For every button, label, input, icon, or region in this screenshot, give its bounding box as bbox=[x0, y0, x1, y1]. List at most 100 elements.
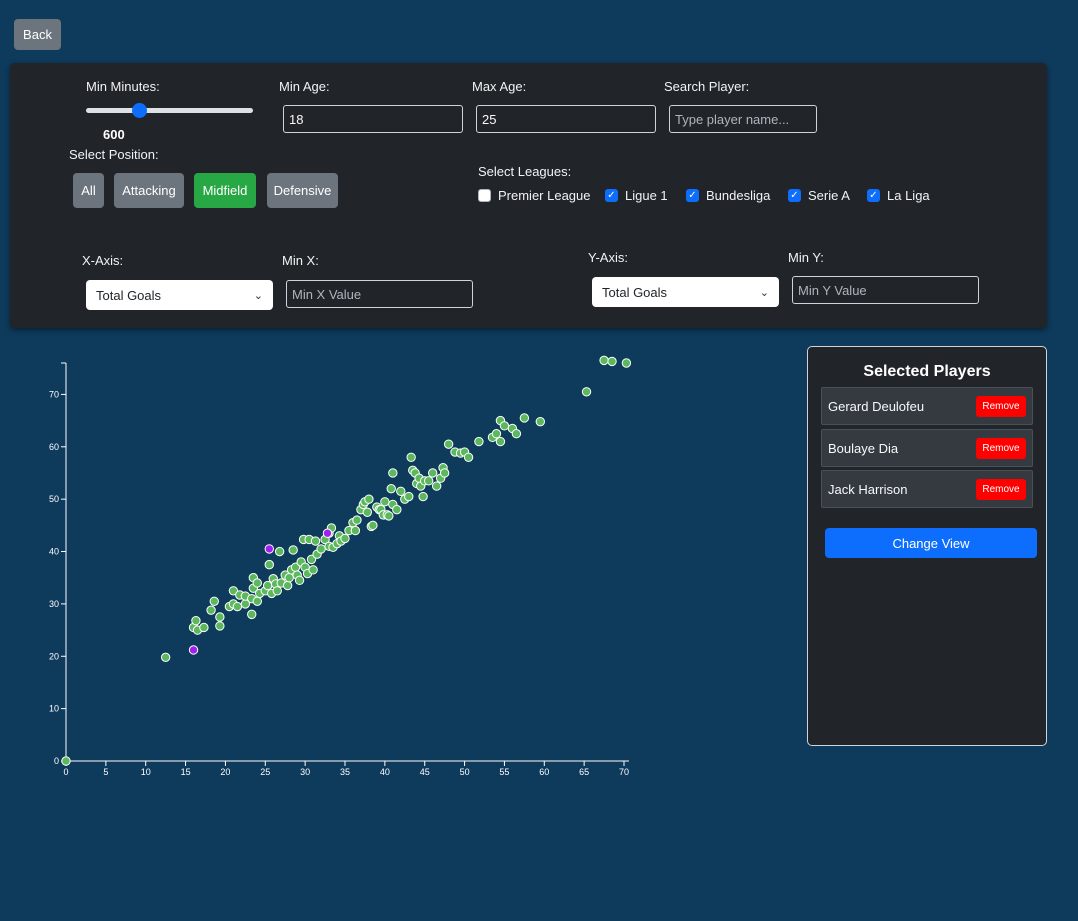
y-tick-label: 20 bbox=[49, 651, 59, 661]
selected-players-title: Selected Players bbox=[863, 363, 991, 380]
remove-player-button[interactable]: Remove bbox=[976, 437, 1026, 459]
selected-player-point bbox=[188, 645, 199, 655]
player-point bbox=[519, 413, 530, 423]
checkbox-unchecked-icon[interactable] bbox=[478, 189, 491, 202]
x-tick-label: 30 bbox=[300, 767, 310, 777]
player-point bbox=[386, 483, 396, 494]
player-name: Jack Harrison bbox=[828, 481, 908, 497]
league-la-liga[interactable]: ✓ La Liga bbox=[867, 188, 930, 203]
min-minutes-slider-track[interactable] bbox=[86, 108, 253, 113]
player-name: Gerard Deulofeu bbox=[828, 398, 925, 414]
position-midfield-button[interactable]: Midfield bbox=[194, 173, 256, 208]
min-minutes-label: Min Minutes: bbox=[86, 79, 160, 94]
player-point bbox=[61, 756, 71, 766]
selected-players-panel: Selected Players Gerard Deulofeu Remove … bbox=[807, 346, 1047, 746]
checkbox-checked-icon[interactable]: ✓ bbox=[867, 189, 880, 202]
selected-player-point bbox=[264, 544, 274, 554]
player-point bbox=[350, 525, 361, 536]
position-all-button[interactable]: All bbox=[73, 173, 104, 208]
league-bundesliga[interactable]: ✓ Bundesliga bbox=[686, 188, 770, 203]
player-point bbox=[274, 546, 285, 557]
player-point bbox=[474, 436, 484, 447]
player-point bbox=[215, 612, 225, 622]
checkbox-checked-icon[interactable]: ✓ bbox=[788, 189, 801, 202]
change-view-button[interactable]: Change View bbox=[825, 528, 1037, 558]
player-point bbox=[340, 533, 350, 544]
player-point bbox=[252, 578, 263, 588]
max-age-input[interactable] bbox=[476, 105, 656, 133]
player-point bbox=[581, 387, 592, 397]
remove-player-button[interactable]: Remove bbox=[976, 395, 1026, 417]
x-tick-label: 0 bbox=[63, 767, 68, 777]
selected-player-row: Boulaye Dia Remove bbox=[821, 429, 1033, 467]
x-tick-label: 15 bbox=[181, 767, 191, 777]
league-premier-league[interactable]: Premier League bbox=[478, 188, 591, 203]
x-tick-label: 55 bbox=[499, 767, 509, 777]
filter-panel: Min Minutes: 600 Min Age: Max Age: Searc… bbox=[10, 63, 1047, 328]
y-tick-label: 10 bbox=[49, 704, 59, 714]
player-point bbox=[247, 609, 257, 620]
player-point bbox=[364, 494, 374, 504]
y-axis-select[interactable]: Total Goals ⌄ bbox=[592, 277, 779, 307]
back-button[interactable]: Back bbox=[14, 19, 61, 50]
y-tick-label: 0 bbox=[54, 756, 59, 766]
x-tick-label: 70 bbox=[619, 767, 629, 777]
player-point bbox=[288, 545, 298, 555]
select-position-label: Select Position: bbox=[69, 147, 159, 162]
player-point bbox=[316, 544, 326, 554]
x-tick-label: 65 bbox=[579, 767, 589, 777]
selected-player-row: Gerard Deulofeu Remove bbox=[821, 387, 1033, 425]
player-point bbox=[443, 439, 454, 449]
player-point bbox=[431, 481, 442, 491]
x-tick-label: 20 bbox=[220, 767, 230, 777]
player-point bbox=[495, 436, 506, 447]
selected-player-row: Jack Harrison Remove bbox=[821, 470, 1033, 508]
league-serie-a[interactable]: ✓ Serie A bbox=[788, 188, 850, 203]
min-y-input[interactable] bbox=[792, 276, 979, 304]
player-point bbox=[362, 507, 373, 517]
min-age-input[interactable] bbox=[283, 105, 463, 133]
player-point bbox=[308, 565, 318, 575]
player-point bbox=[384, 511, 394, 521]
player-point bbox=[424, 476, 434, 486]
y-tick-label: 50 bbox=[49, 494, 59, 504]
player-point bbox=[368, 520, 378, 531]
player-point bbox=[535, 416, 545, 427]
player-point bbox=[228, 586, 239, 596]
checkbox-checked-icon[interactable]: ✓ bbox=[605, 189, 618, 202]
player-point bbox=[621, 358, 632, 368]
x-tick-label: 5 bbox=[103, 767, 108, 777]
player-point bbox=[215, 621, 225, 631]
x-tick-label: 60 bbox=[539, 767, 549, 777]
player-point bbox=[191, 615, 201, 626]
checkbox-checked-icon[interactable]: ✓ bbox=[686, 189, 699, 202]
player-name: Boulaye Dia bbox=[828, 440, 899, 456]
x-tick-label: 45 bbox=[420, 767, 430, 777]
player-point bbox=[388, 468, 398, 478]
search-player-input[interactable] bbox=[669, 105, 817, 133]
position-attacking-button[interactable]: Attacking bbox=[114, 173, 184, 208]
min-age-label: Min Age: bbox=[279, 79, 330, 94]
x-tick-label: 50 bbox=[460, 767, 470, 777]
chevron-down-icon: ⌄ bbox=[253, 289, 263, 302]
remove-player-button[interactable]: Remove bbox=[976, 478, 1026, 500]
min-x-label: Min X: bbox=[282, 253, 319, 268]
y-tick-label: 60 bbox=[49, 442, 59, 452]
player-point bbox=[294, 575, 305, 586]
player-point bbox=[209, 596, 219, 606]
player-point bbox=[284, 573, 294, 583]
search-player-label: Search Player: bbox=[664, 79, 750, 94]
player-point bbox=[439, 468, 450, 478]
player-point bbox=[272, 586, 282, 596]
chevron-down-icon: ⌄ bbox=[759, 286, 769, 299]
player-point bbox=[199, 622, 209, 633]
position-defensive-button[interactable]: Defensive bbox=[267, 173, 338, 208]
x-axis-label: X-Axis: bbox=[82, 253, 124, 268]
min-minutes-slider-thumb[interactable] bbox=[131, 103, 147, 118]
x-axis-select[interactable]: Total Goals ⌄ bbox=[86, 280, 273, 310]
player-point bbox=[160, 652, 171, 663]
min-x-input[interactable] bbox=[286, 280, 473, 308]
league-ligue-1[interactable]: ✓ Ligue 1 bbox=[605, 188, 668, 203]
player-point bbox=[206, 605, 216, 615]
player-point bbox=[380, 497, 390, 507]
